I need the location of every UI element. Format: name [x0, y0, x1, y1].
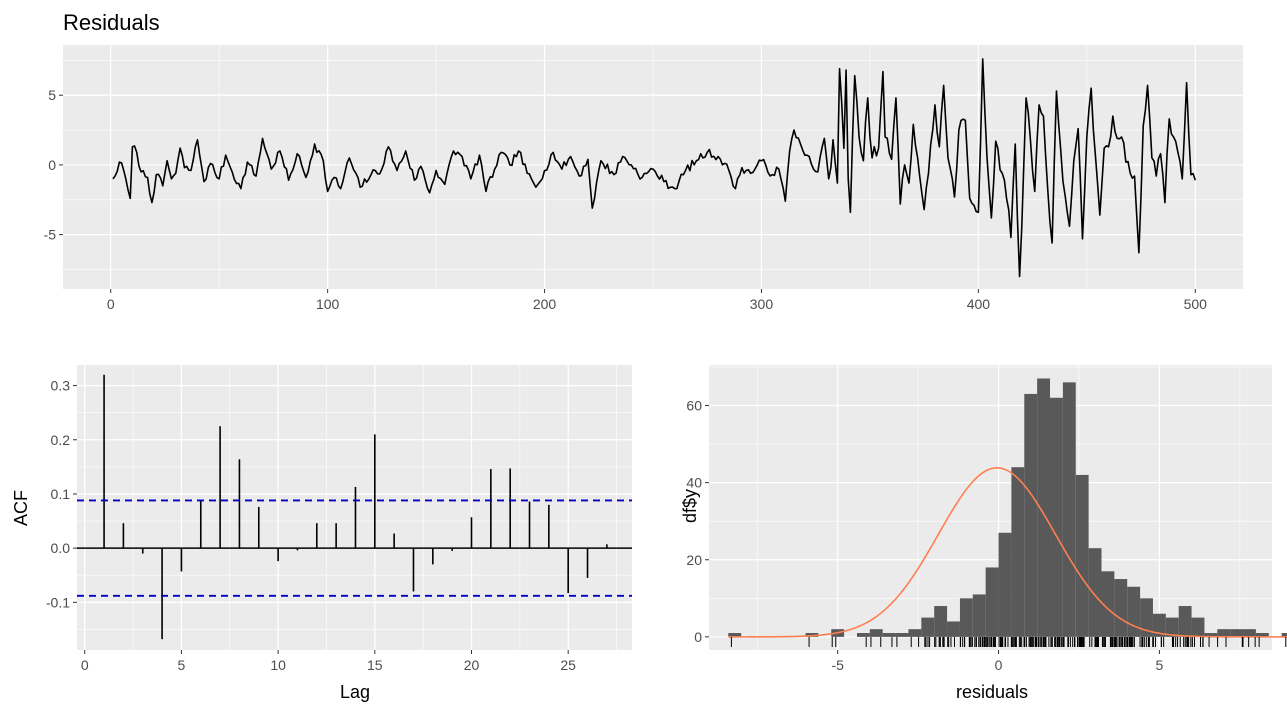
histogram-bar: [1075, 474, 1089, 637]
histogram-bar: [1140, 598, 1153, 637]
x-tick-label: 400: [967, 296, 991, 312]
histogram-bar: [1011, 467, 1025, 637]
histogram-bar: [882, 633, 896, 637]
x-tick-label: 500: [1184, 296, 1208, 312]
y-tick-label: -0.1: [46, 594, 70, 610]
acf-x-axis-title: Lag: [340, 682, 370, 702]
y-tick-label: 20: [686, 552, 702, 568]
y-tick-label: 5: [48, 87, 56, 103]
acf-tick-labels: 0 5 10 15 20 25 -0.1 0.0 0.1 0.2 0.3: [46, 378, 576, 673]
y-tick-label: -5: [44, 227, 57, 243]
histogram-bar: [856, 633, 870, 637]
histogram-bar: [1178, 606, 1192, 637]
x-tick-label: 0: [995, 657, 1003, 673]
histogram-bar: [1281, 633, 1287, 637]
histogram-bar: [1230, 629, 1244, 637]
histogram-bar: [934, 606, 948, 637]
histogram-bar: [1024, 393, 1038, 637]
x-tick-label: 100: [316, 296, 340, 312]
histogram-bar: [1050, 397, 1063, 637]
histogram-bar: [1062, 382, 1076, 637]
residual-rug: [730, 637, 1287, 647]
histogram-panel: -5 0 5 0 20 40 60 residuals df$y: [680, 365, 1287, 702]
y-tick-label: 60: [686, 397, 702, 413]
histogram-bar: [908, 629, 922, 637]
histogram-bar: [1255, 633, 1269, 637]
histogram-y-axis-title: df$y: [680, 489, 700, 523]
histogram-bar: [1217, 629, 1231, 637]
normal-density-curve: [728, 467, 1287, 638]
x-tick-label: 15: [367, 657, 383, 673]
histogram-bar: [959, 598, 973, 637]
x-tick-label: -5: [831, 657, 844, 673]
histogram-bar: [1088, 548, 1102, 637]
chart-title: Residuals: [63, 10, 160, 35]
y-tick-label: 0: [48, 157, 56, 173]
y-tick-label: 0: [694, 629, 702, 645]
y-tick-label: 0.0: [51, 540, 71, 556]
x-tick-label: 5: [1156, 657, 1164, 673]
residual-time-series-panel: 0 100 200 300 400 500 -5 0 5: [44, 45, 1243, 312]
x-tick-label: 10: [270, 657, 286, 673]
ts-tick-labels: 0 100 200 300 400 500 -5 0 5: [44, 87, 1208, 312]
histogram-tick-labels: -5 0 5 0 20 40 60: [686, 397, 1163, 673]
x-tick-label: 25: [560, 657, 576, 673]
histogram-bar: [1152, 613, 1166, 637]
y-tick-label: 0.2: [51, 432, 71, 448]
histogram-bar: [1127, 586, 1141, 637]
histogram-bar: [1204, 633, 1218, 637]
histogram-bar: [1101, 571, 1115, 637]
histogram-bar: [1191, 617, 1205, 637]
y-tick-label: 0.1: [51, 486, 71, 502]
histogram-bar: [972, 594, 986, 637]
histogram-bar: [1114, 579, 1128, 637]
histogram-x-axis-title: residuals: [956, 682, 1028, 702]
x-tick-label: 300: [750, 296, 774, 312]
histogram-bar: [895, 633, 909, 637]
x-tick-label: 0: [81, 657, 89, 673]
histogram-bar: [869, 629, 883, 637]
y-tick-label: 40: [686, 475, 702, 491]
histogram-bar: [1243, 629, 1256, 637]
histogram-bar: [998, 532, 1012, 637]
ts-gridlines: [63, 45, 1243, 289]
histogram-bar: [921, 617, 935, 637]
histogram-bar: [985, 567, 999, 637]
y-tick-label: 0.3: [51, 378, 71, 394]
acf-bars: [103, 374, 608, 640]
residual-series-line: [112, 58, 1197, 278]
x-tick-label: 0: [107, 296, 115, 312]
x-tick-label: 20: [464, 657, 480, 673]
acf-panel: 0 5 10 15 20 25 -0.1 0.0 0.1 0.2 0.3 Lag ACF: [11, 365, 632, 702]
histogram-bar: [728, 633, 742, 637]
x-tick-label: 200: [533, 296, 557, 312]
x-tick-label: 5: [178, 657, 186, 673]
histogram-bar: [1037, 378, 1051, 637]
histogram-bar: [1165, 617, 1179, 637]
acf-y-axis-title: ACF: [11, 490, 31, 526]
histogram-bars: [728, 378, 1287, 637]
histogram-bar: [947, 621, 960, 637]
